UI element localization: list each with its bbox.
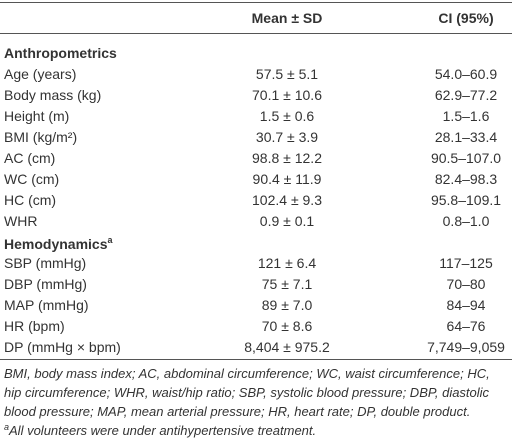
row-ci: 95.8–109.1 (430, 192, 502, 208)
top-rule (0, 2, 512, 3)
row-ci: 1.5–1.6 (442, 108, 490, 124)
row-ci: 82.4–98.3 (434, 171, 498, 187)
row-mean: 70.1 ± 10.6 (252, 87, 322, 103)
row-label: DP (mmHg × bpm) (4, 339, 121, 355)
section-title: Hemodynamicsa (4, 232, 113, 252)
row-ci: 84–94 (446, 297, 486, 313)
footnote-marker: a (107, 235, 113, 246)
row-mean: 98.8 ± 12.2 (252, 150, 322, 166)
row-mean: 89 ± 7.0 (261, 297, 313, 313)
row-label: Height (m) (4, 108, 70, 124)
row-label: SBP (mmHg) (4, 255, 87, 271)
row-mean: 90.4 ± 11.9 (252, 171, 322, 187)
footnote-line: hip circumference; WHR, waist/hip ratio;… (4, 385, 490, 400)
section-title-text: Hemodynamics (4, 235, 108, 252)
footnote-note-text: All volunteers were under antihypertensi… (9, 423, 317, 438)
row-ci: 0.8–1.0 (442, 213, 490, 229)
row-ci: 117–125 (439, 255, 493, 271)
footnote-note: aAll volunteers were under antihypertens… (4, 419, 316, 438)
row-label: Body mass (kg) (4, 87, 102, 103)
header-rule (0, 33, 512, 34)
row-ci: 64–76 (446, 318, 486, 334)
row-label: Age (years) (4, 66, 77, 82)
row-ci: 54.0–60.9 (434, 66, 498, 82)
row-label: HR (bpm) (4, 318, 65, 334)
row-ci: 70–80 (446, 276, 486, 292)
row-ci: 90.5–107.0 (430, 150, 502, 166)
row-label: AC (cm) (4, 150, 56, 166)
row-mean: 0.9 ± 0.1 (259, 213, 315, 229)
row-mean: 70 ± 8.6 (261, 318, 313, 334)
row-ci: 28.1–33.4 (434, 129, 498, 145)
footnote-line: blood pressure; MAP, mean arterial press… (4, 404, 471, 419)
row-mean: 75 ± 7.1 (261, 276, 313, 292)
footnote-line: BMI, body mass index; AC, abdominal circ… (4, 366, 490, 381)
row-mean: 102.4 ± 9.3 (252, 192, 322, 208)
footnote-marker: a (4, 421, 10, 432)
row-mean: 121 ± 6.4 (257, 255, 317, 271)
row-ci: 62.9–77.2 (434, 87, 498, 103)
bottom-rule (0, 359, 512, 360)
row-label: MAP (mmHg) (4, 297, 89, 313)
section-title: Anthropometrics (4, 45, 117, 61)
row-ci: 7,749–9,059 (427, 339, 505, 355)
row-label: DBP (mmHg) (4, 276, 87, 292)
row-mean: 1.5 ± 0.6 (259, 108, 315, 124)
row-label: WC (cm) (4, 171, 60, 187)
row-mean: 57.5 ± 5.1 (255, 66, 319, 82)
section-title-text: Anthropometrics (4, 45, 117, 61)
row-label: HC (cm) (4, 192, 57, 208)
row-mean: 8,404 ± 975.2 (244, 339, 330, 355)
row-mean: 30.7 ± 3.9 (255, 129, 319, 145)
header-mean: Mean ± SD (251, 10, 323, 26)
row-label: BMI (kg/m²) (4, 129, 78, 145)
row-label: WHR (4, 213, 38, 229)
header-ci: CI (95%) (438, 10, 494, 26)
